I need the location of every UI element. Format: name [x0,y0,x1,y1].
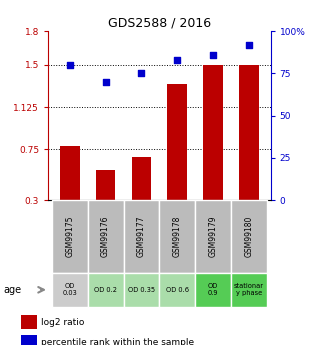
Bar [195,273,231,307]
Text: GSM99180: GSM99180 [244,216,253,257]
Point [139,71,144,76]
Bar [60,146,80,200]
Bar [123,273,160,307]
Point [247,42,252,47]
Text: GSM99179: GSM99179 [209,216,218,257]
Point [67,62,72,68]
Bar [160,273,195,307]
Bar [52,273,88,307]
Bar [88,273,123,307]
Bar [195,200,231,273]
Bar [167,84,187,200]
Text: OD 0.2: OD 0.2 [94,287,117,293]
Text: GSM99176: GSM99176 [101,216,110,257]
Bar [231,273,267,307]
Bar [132,157,151,200]
Bar [96,170,115,200]
Text: OD 0.6: OD 0.6 [166,287,189,293]
Text: stationar
y phase: stationar y phase [234,283,264,296]
Text: age: age [3,285,21,295]
Bar [123,200,160,273]
Bar [239,65,259,200]
Text: OD 0.35: OD 0.35 [128,287,155,293]
Text: GSM99177: GSM99177 [137,216,146,257]
Text: log2 ratio: log2 ratio [41,318,85,327]
Point [103,79,108,85]
Point [211,52,216,58]
Text: percentile rank within the sample: percentile rank within the sample [41,338,194,345]
Bar [52,200,88,273]
Title: GDS2588 / 2016: GDS2588 / 2016 [108,17,211,30]
Text: OD
0.03: OD 0.03 [62,283,77,296]
Point [175,57,180,62]
Bar [231,200,267,273]
Bar [21,315,37,329]
Bar [88,200,123,273]
Text: OD
0.9: OD 0.9 [208,283,218,296]
Bar [160,200,195,273]
Text: GSM99175: GSM99175 [65,216,74,257]
Bar [203,65,223,200]
Bar [21,335,37,345]
Text: GSM99178: GSM99178 [173,216,182,257]
